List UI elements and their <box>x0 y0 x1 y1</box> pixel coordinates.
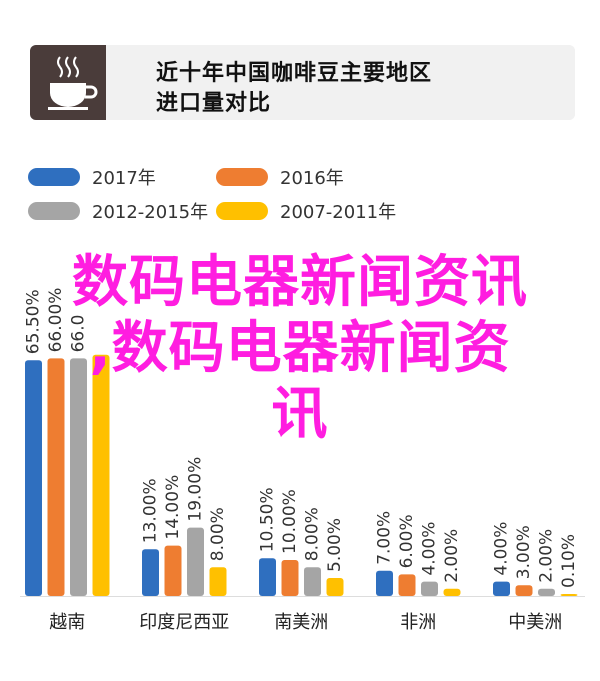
data-label: 7.00% <box>375 511 395 565</box>
legend-item-2017: 2017年 <box>28 165 156 189</box>
bar <box>398 574 416 596</box>
bar <box>538 588 555 596</box>
data-label: 3.00% <box>514 525 534 579</box>
legend-swatch <box>28 168 80 186</box>
category-label: 非洲 <box>400 612 436 633</box>
bar <box>421 581 438 596</box>
watermark-line3: 讯 <box>271 382 329 447</box>
legend-item-2016: 2016年 <box>216 165 344 189</box>
chart-header: 近十年中国咖啡豆主要地区 进口量对比 <box>30 45 575 120</box>
watermark-line2: ,数码电器新闻资 <box>89 316 511 381</box>
bar <box>376 570 393 596</box>
chart-title-line1: 近十年中国咖啡豆主要地区 <box>156 61 433 86</box>
category-label: 南美洲 <box>274 612 328 633</box>
data-label: 5.00% <box>325 518 345 572</box>
bar <box>92 354 110 596</box>
bar <box>304 567 321 596</box>
legend-label: 2016年 <box>280 168 344 189</box>
legend-swatch <box>28 202 80 220</box>
legend-label: 2017年 <box>92 168 156 189</box>
chart-legend: 2017年 2016年 2012-2015年 2007-2011年 <box>28 165 588 235</box>
legend-label: 2012-2015年 <box>92 202 209 223</box>
data-label: 4.00% <box>492 522 512 576</box>
legend-label: 2007-2011年 <box>280 202 397 223</box>
chart-title-line2: 进口量对比 <box>156 91 272 116</box>
bar <box>187 527 204 596</box>
bar <box>209 567 227 596</box>
data-label: 8.00% <box>303 507 323 561</box>
bar <box>493 581 510 596</box>
data-label: 8.00% <box>208 507 228 561</box>
data-label: 66.00% <box>46 288 66 353</box>
bar <box>70 358 87 596</box>
bar <box>326 578 344 596</box>
bar <box>515 585 533 596</box>
data-label: 66.0 <box>69 315 89 353</box>
bar <box>142 549 159 596</box>
legend-item-2012-2015: 2012-2015年 <box>28 199 208 223</box>
category-label: 越南 <box>49 612 85 633</box>
data-label: 13.00% <box>141 478 161 543</box>
data-label: 10.00% <box>280 489 300 554</box>
bar <box>164 545 182 596</box>
bar <box>281 560 299 596</box>
data-label: 0.10% <box>559 534 579 588</box>
legend-swatch <box>216 202 268 220</box>
data-label: 4.00% <box>420 522 440 576</box>
bar <box>25 360 42 596</box>
category-label: 中美洲 <box>508 612 562 633</box>
category-label: 印度尼西亚 <box>139 612 229 633</box>
data-label: 10.50% <box>258 487 278 552</box>
bar <box>443 588 461 596</box>
data-label: 19.00% <box>186 457 206 522</box>
bar <box>560 594 578 596</box>
watermark-overlay: 数码电器新闻资讯 ,数码电器新闻资 讯 <box>0 250 600 448</box>
legend-swatch <box>216 168 268 186</box>
bar <box>259 558 276 596</box>
data-label: 6.00% <box>397 514 417 568</box>
bar <box>47 358 65 596</box>
coffee-cup-icon <box>30 45 106 120</box>
title-box: 近十年中国咖啡豆主要地区 进口量对比 <box>140 45 575 120</box>
watermark-line1: 数码电器新闻资讯 <box>72 250 528 315</box>
data-label: 14.00% <box>163 475 183 540</box>
data-label: 2.00% <box>537 529 557 583</box>
data-label: 65.50% <box>24 289 44 354</box>
legend-item-2007-2011: 2007-2011年 <box>216 199 396 223</box>
data-label: 2.00% <box>442 529 462 583</box>
